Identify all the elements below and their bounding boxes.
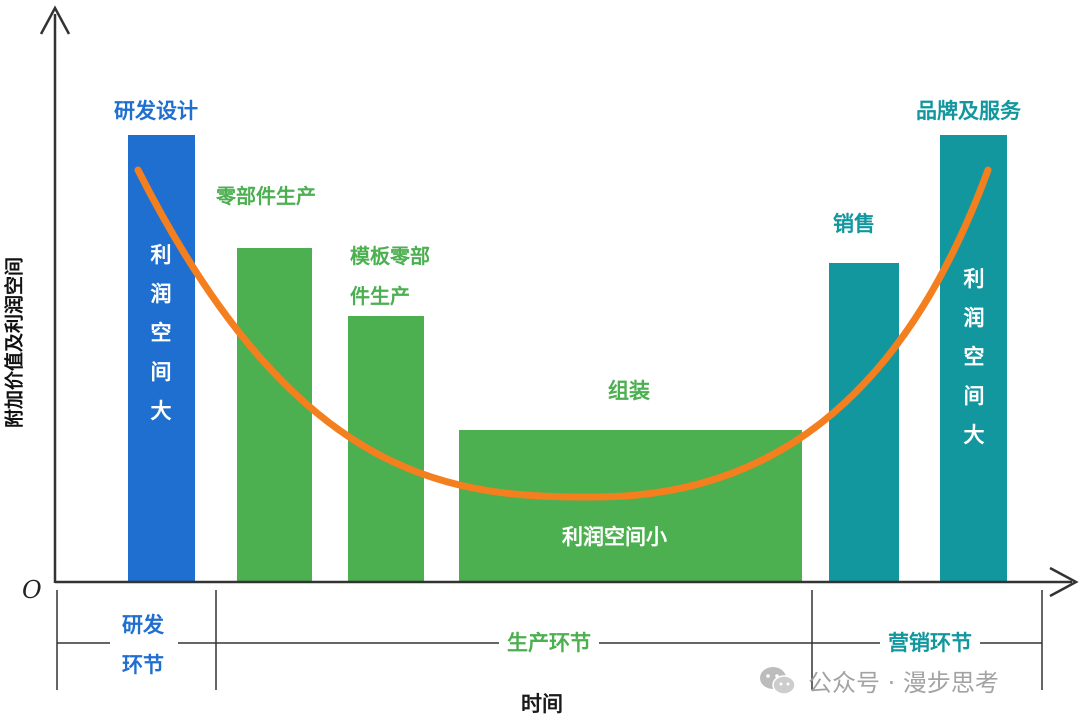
bar-parts-production xyxy=(237,248,312,583)
brand-inner-text: 利润空间大 xyxy=(963,267,985,447)
label-sales: 销售 xyxy=(833,212,875,236)
watermark-text: 公众号 · 漫步思考 xyxy=(808,669,999,697)
watermark: 公众号 · 漫步思考 xyxy=(758,663,999,698)
y-axis-arrow xyxy=(39,5,71,35)
label-assembly: 组装 xyxy=(608,379,650,403)
segment-production: 生产环节 xyxy=(499,633,599,654)
label-template-line1: 模板零部 xyxy=(350,244,430,268)
y-axis-label: 附加价值及利润空间 xyxy=(3,257,26,429)
label-rd-design: 研发设计 xyxy=(114,99,198,123)
smile-curve xyxy=(134,166,992,501)
bar-sales xyxy=(829,263,899,583)
bar-template-parts xyxy=(348,316,424,583)
x-axis-arrow xyxy=(1049,566,1079,598)
x-axis-label: 时间 xyxy=(521,692,563,716)
label-brand-service: 品牌及服务 xyxy=(916,99,1021,123)
label-parts-production: 零部件生产 xyxy=(216,184,316,208)
segment-rd-line2: 环节 xyxy=(122,653,164,677)
segment-marketing: 营销环节 xyxy=(880,633,980,654)
rd-inner-text: 利润空间大 xyxy=(150,243,172,423)
segment-rd-line1: 研发 xyxy=(122,613,164,637)
wechat-icon xyxy=(760,666,796,695)
bar-assembly xyxy=(459,430,802,583)
label-template-line2: 件生产 xyxy=(350,284,410,308)
assembly-inner-text: 利润空间小 xyxy=(562,525,667,549)
origin-label: O xyxy=(22,576,42,604)
